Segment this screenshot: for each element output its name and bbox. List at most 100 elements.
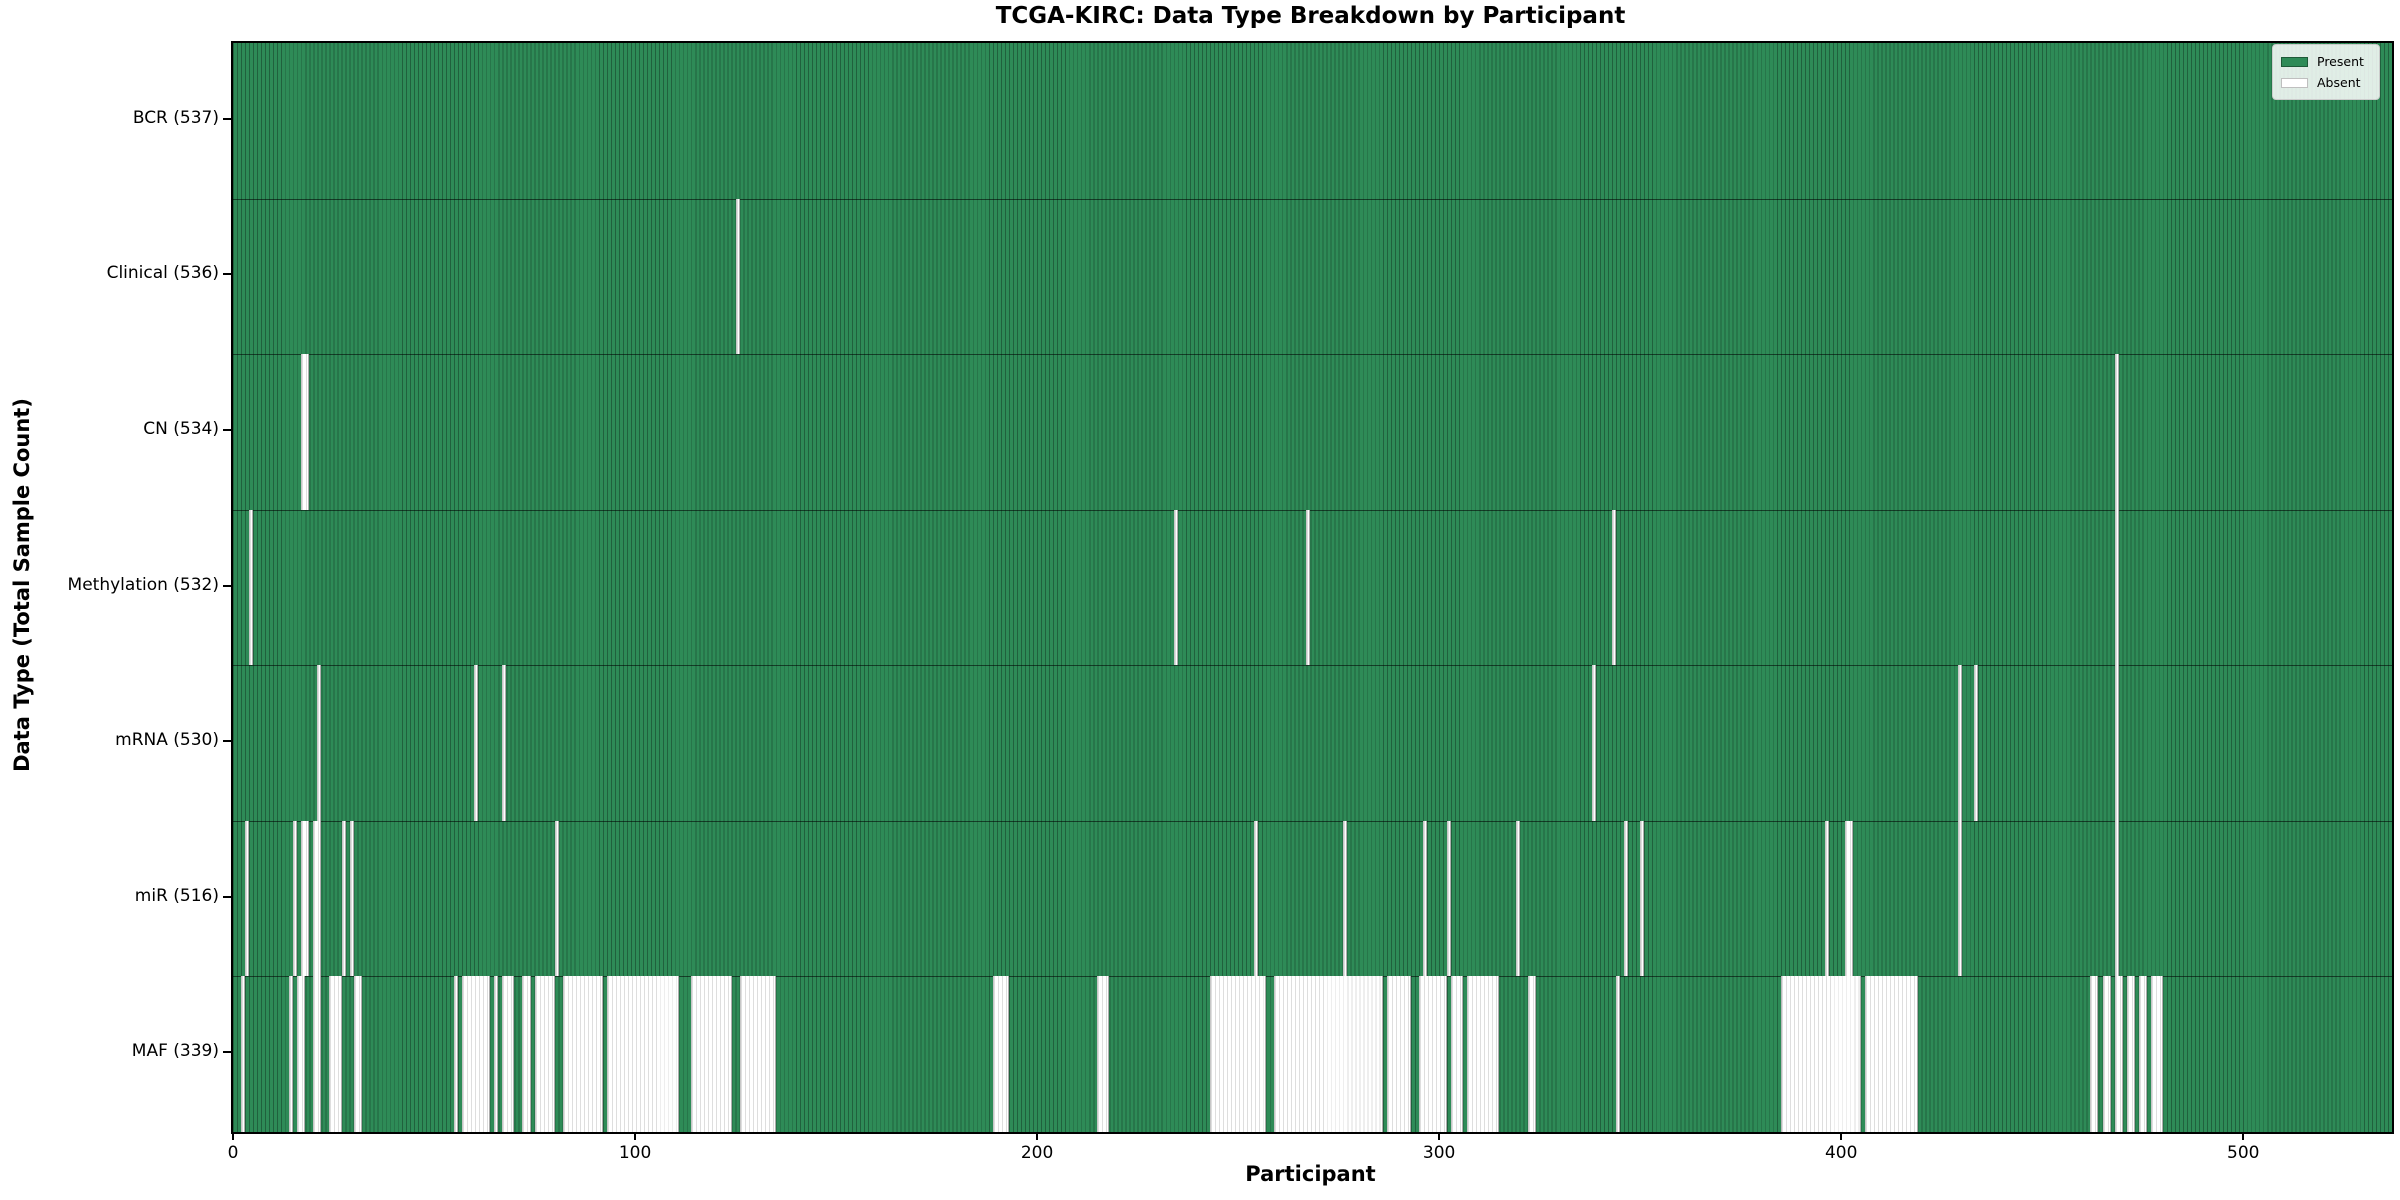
absent-segment-maf [289, 976, 294, 1132]
absent-segment-mrna [1957, 665, 1962, 821]
y-tick-label-bcr: BCR (537) [132, 107, 219, 128]
y-tickmark [223, 740, 231, 743]
absent-segment-maf [1419, 976, 1448, 1132]
y-tick-label-maf: MAF (339) [131, 1041, 219, 1062]
absent-segment-maf [1467, 976, 1500, 1132]
absent-segment-maf [522, 976, 531, 1132]
absent-segment-methylation [1306, 509, 1311, 666]
absent-segment-mir [1845, 820, 1854, 977]
legend-entry-present: Present [2281, 51, 2371, 72]
legend: Present Absent [2272, 44, 2380, 100]
absent-segment-mir [293, 820, 298, 977]
absent-segment-mrna [1973, 665, 1978, 821]
x-tick-label-300: 300 [1422, 1143, 1456, 1163]
absent-segment-mir [301, 820, 310, 977]
legend-absent-label: Absent [2317, 75, 2361, 90]
absent-segment-maf [2102, 976, 2111, 1132]
x-tickmark [634, 1132, 637, 1140]
absent-segment-mrna [474, 665, 479, 821]
absent-segment-maf [1527, 976, 1536, 1132]
absent-segment-maf [297, 976, 306, 1132]
absent-segment-mir [313, 820, 322, 977]
absent-segment-maf [329, 976, 342, 1132]
present-swatch-icon [2281, 56, 2308, 67]
absent-segment-maf [1780, 976, 1862, 1132]
absent-segment-mir [1640, 820, 1645, 977]
absent-segment-mir [1254, 820, 1259, 977]
absent-segment-cn [2114, 354, 2119, 510]
absent-segment-maf [606, 976, 680, 1132]
absent-segment-maf [2138, 976, 2147, 1132]
absent-segment-mir [349, 820, 354, 977]
x-tickmark [1840, 1132, 1843, 1140]
row-separator [233, 820, 2392, 822]
absent-segment-mir [2114, 820, 2119, 977]
absent-segment-maf [562, 976, 603, 1132]
absent-segment-mir [1423, 820, 1428, 977]
x-tickmark [1036, 1132, 1039, 1140]
absent-segment-maf [1451, 976, 1464, 1132]
absent-segment-maf [462, 976, 491, 1132]
absent-segment-maf [1386, 976, 1411, 1132]
y-tick-label-clinical: Clinical (536) [106, 263, 219, 284]
absent-segment-maf [1209, 976, 1267, 1132]
y-tickmark [223, 117, 231, 120]
x-tick-label-400: 400 [1824, 1143, 1858, 1163]
row-maf [233, 976, 2392, 1132]
legend-entry-absent: Absent [2281, 72, 2371, 93]
absent-segment-mir [1957, 820, 1962, 977]
row-methylation [233, 509, 2392, 666]
row-separator [233, 354, 2392, 356]
absent-segment-mir [554, 820, 559, 977]
absent-segment-mir [1825, 820, 1830, 977]
x-tick-label-500: 500 [2227, 1143, 2260, 1163]
y-tickmark [223, 584, 231, 587]
x-tickmark [1438, 1132, 1441, 1140]
absent-segment-clinical [735, 198, 740, 355]
absent-segment-maf [2114, 976, 2123, 1132]
absent-segment-cn [301, 354, 310, 510]
absent-segment-mrna [317, 665, 322, 821]
y-tickmark [223, 428, 231, 431]
x-tick-label-100: 100 [618, 1143, 652, 1163]
row-clinical [233, 198, 2392, 355]
x-axis-label: Participant [1245, 1162, 1376, 1186]
absent-swatch-icon [2281, 77, 2308, 88]
row-mrna [233, 665, 2392, 821]
plot-area [231, 41, 2394, 1134]
absent-segment-maf [353, 976, 362, 1132]
y-tickmark [223, 273, 231, 276]
absent-segment-mir [1624, 820, 1629, 977]
absent-segment-maf [1616, 976, 1621, 1132]
absent-segment-mir [1447, 820, 1452, 977]
absent-segment-maf [313, 976, 322, 1132]
legend-present-label: Present [2317, 54, 2364, 69]
x-tick-label-0: 0 [227, 1143, 239, 1163]
x-tickmark [232, 1132, 234, 1140]
absent-segment-methylation [1173, 509, 1178, 666]
absent-segment-maf [739, 976, 776, 1132]
absent-segment-mrna [502, 665, 507, 821]
absent-segment-maf [2090, 976, 2099, 1132]
chart-title: TCGA-KIRC: Data Type Breakdown by Partic… [995, 3, 1626, 29]
row-cn [233, 354, 2392, 510]
y-tickmark [223, 1051, 231, 1054]
absent-segment-maf [2150, 976, 2163, 1132]
absent-segment-mir [245, 820, 250, 977]
absent-segment-maf [241, 976, 246, 1132]
absent-segment-mrna [1591, 665, 1596, 821]
row-mir [233, 820, 2392, 977]
absent-segment-maf [2126, 976, 2135, 1132]
row-separator [233, 509, 2392, 511]
row-separator [233, 198, 2392, 200]
absent-segment-mir [1515, 820, 1520, 977]
row-separator [233, 665, 2392, 667]
y-tick-label-cn: CN (534) [143, 418, 219, 439]
row-bcr [233, 43, 2392, 199]
y-tick-label-mrna: mRNA (530) [115, 730, 219, 751]
absent-segment-mir [341, 820, 346, 977]
y-tickmark [223, 895, 231, 898]
absent-segment-maf [1274, 976, 1383, 1132]
absent-segment-maf [992, 976, 1009, 1132]
